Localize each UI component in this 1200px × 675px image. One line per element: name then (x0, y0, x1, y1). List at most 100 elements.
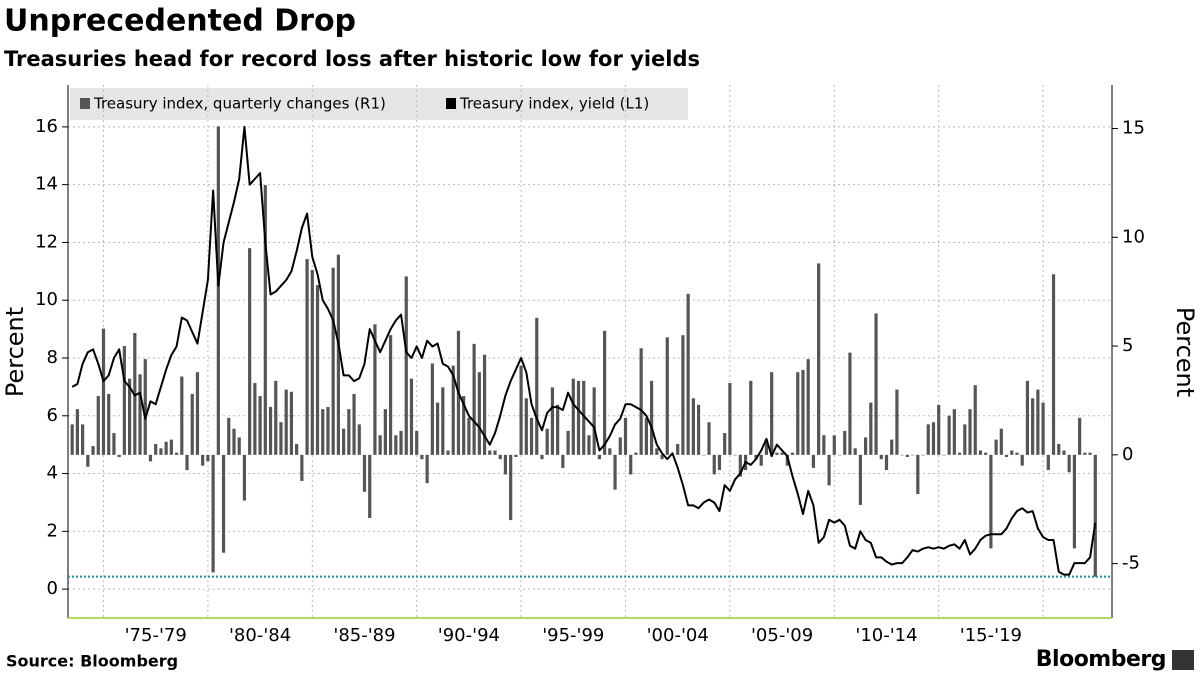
bar (629, 454, 633, 475)
bar (1010, 450, 1014, 455)
bar (1051, 274, 1056, 455)
bar (837, 454, 842, 456)
bar (216, 126, 220, 455)
bar (1004, 454, 1009, 458)
bar (869, 402, 873, 455)
bar (655, 448, 659, 455)
bar (529, 417, 534, 455)
bar (796, 372, 800, 455)
bar (1031, 398, 1035, 455)
bar (582, 380, 586, 455)
bar (770, 372, 774, 455)
bar (425, 454, 429, 484)
bar (268, 406, 273, 455)
bar (665, 337, 669, 455)
bar (237, 437, 241, 455)
bar (305, 259, 309, 455)
y2-axis-label: Percent (1171, 307, 1199, 397)
bar (279, 422, 283, 455)
bar (112, 433, 116, 455)
bar (409, 378, 414, 455)
y-tick-label: 2 (47, 520, 58, 541)
bar (441, 387, 445, 455)
bar (618, 437, 622, 455)
bar (310, 269, 314, 455)
bar (482, 354, 487, 455)
bar (300, 454, 304, 481)
bar (1015, 452, 1019, 455)
bar (649, 380, 654, 455)
bar (295, 443, 299, 455)
legend-label: Treasury index, quarterly changes (R1) (93, 95, 386, 113)
bar (81, 424, 85, 455)
bar (592, 387, 596, 455)
bar (556, 404, 560, 455)
bar (733, 454, 737, 456)
legend-label: Treasury index, yield (L1) (459, 95, 649, 113)
bar (957, 452, 962, 455)
bar (201, 454, 205, 466)
bar (164, 441, 168, 455)
bar (154, 443, 158, 455)
bar (702, 454, 706, 456)
y-tick-label: 10 (35, 289, 58, 310)
x-tick-label: '90-'94 (438, 625, 500, 646)
bar (373, 324, 377, 455)
bar (96, 396, 100, 455)
bar (388, 335, 393, 455)
bar (321, 409, 325, 455)
bar (493, 450, 497, 455)
bar (1036, 389, 1040, 455)
bar (1046, 454, 1050, 471)
bar (811, 454, 816, 468)
bar (467, 417, 471, 455)
x-tick-label: '75-'79 (125, 625, 187, 646)
x-tick-label: '80-'84 (229, 625, 291, 646)
brand: Bloomberg (1036, 647, 1166, 672)
bar (681, 335, 685, 455)
bar (524, 398, 528, 455)
x-tick-label: '95-'99 (542, 625, 604, 646)
y-tick-label: 6 (47, 405, 58, 426)
x-tick-label: '00-'04 (647, 625, 709, 646)
bar (603, 330, 607, 455)
bar (232, 428, 236, 455)
bar (879, 454, 883, 460)
bar (644, 417, 648, 455)
bar (785, 454, 789, 466)
bar (1041, 402, 1045, 455)
bar (180, 376, 184, 455)
bar (597, 454, 601, 460)
bar (378, 435, 382, 455)
bar (843, 430, 847, 455)
bar (790, 452, 795, 455)
bar (211, 454, 215, 573)
legend-swatch (446, 98, 456, 109)
bar (676, 443, 680, 455)
bar (910, 454, 915, 456)
bar (185, 454, 189, 471)
bar (514, 454, 518, 458)
bar (712, 454, 716, 475)
bar (221, 454, 226, 553)
bar (289, 391, 294, 455)
bar (253, 383, 257, 455)
bar (608, 448, 612, 455)
bar (968, 409, 972, 455)
bar (315, 285, 320, 455)
bar (107, 393, 111, 455)
bar (174, 452, 179, 455)
bar (550, 387, 555, 455)
bar (415, 430, 419, 455)
bar (634, 452, 638, 455)
bar (571, 378, 575, 455)
bar (749, 380, 753, 455)
bar (984, 452, 988, 455)
bar (258, 396, 262, 455)
bar (978, 450, 983, 455)
bar (122, 346, 126, 455)
bar (242, 454, 247, 501)
bar (931, 422, 936, 455)
bar (989, 454, 993, 549)
